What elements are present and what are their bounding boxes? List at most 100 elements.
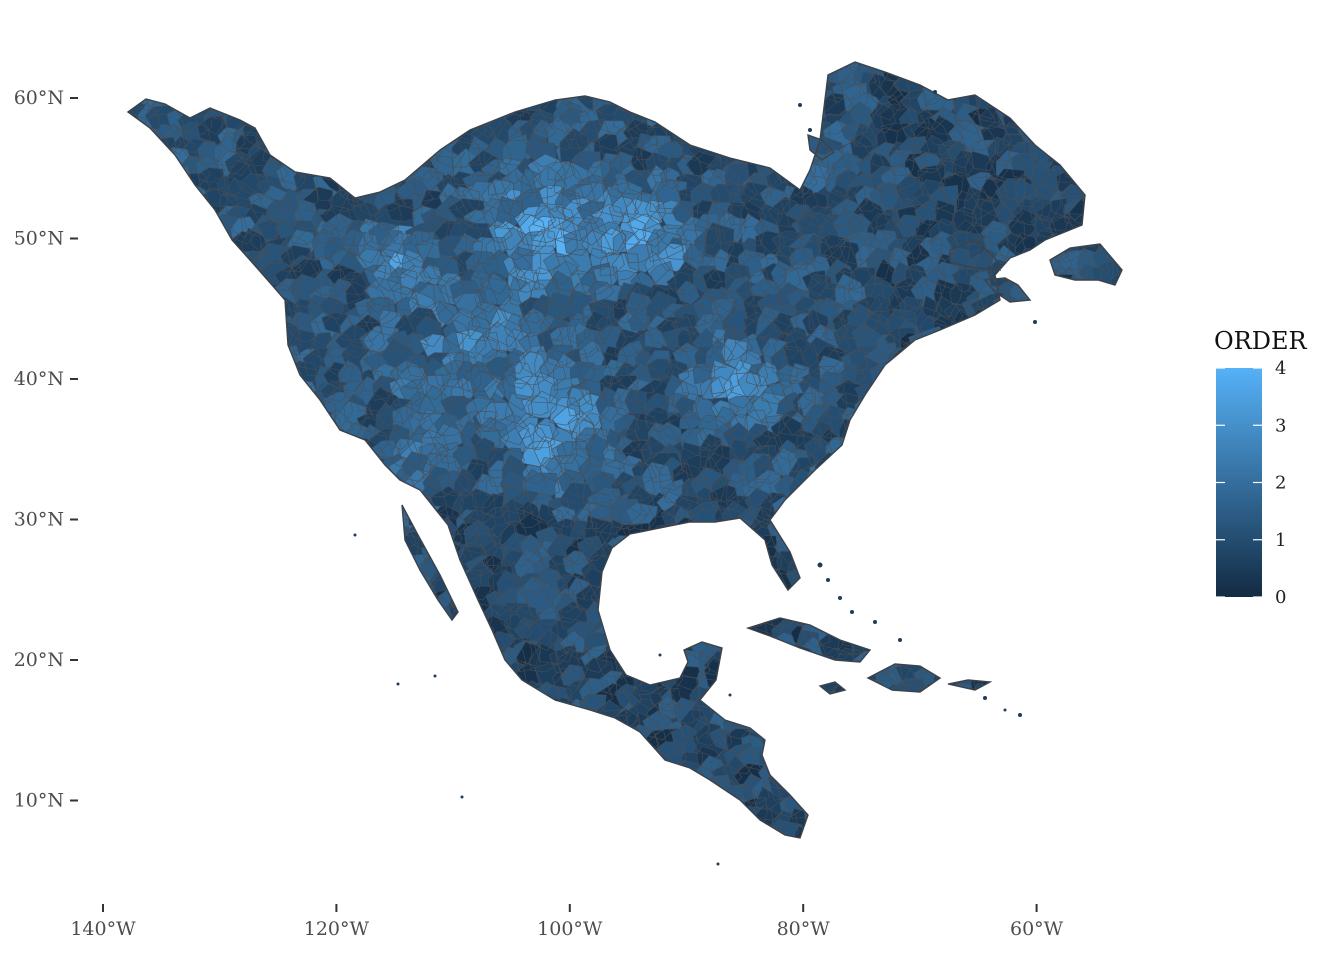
basin-polygon — [207, 709, 237, 735]
basin-polygon — [970, 392, 997, 420]
basin-polygon — [175, 796, 202, 823]
basin-outline — [1092, 140, 1120, 167]
basin-polygon — [1081, 524, 1105, 548]
basin-polygon — [295, 94, 330, 123]
basin-polygon — [264, 105, 296, 135]
basin-outline — [278, 69, 312, 101]
basin-polygon — [1088, 403, 1122, 436]
basin-polygon — [1081, 483, 1108, 510]
basin-polygon — [326, 600, 351, 629]
basin-polygon — [949, 397, 978, 424]
basin-polygon — [292, 651, 316, 680]
basin-outline — [301, 104, 333, 135]
basin-polygon — [1108, 303, 1122, 324]
basin-outline — [231, 440, 262, 472]
basin-outline — [419, 121, 446, 143]
basin-polygon — [274, 676, 308, 707]
basin-polygon — [182, 475, 213, 502]
basin-polygon — [1004, 784, 1027, 811]
basin-polygon — [562, 757, 590, 791]
basin-polygon — [129, 702, 161, 743]
basin-polygon — [1109, 383, 1122, 405]
basin-outline — [211, 323, 238, 353]
basin-outline — [195, 424, 221, 454]
basin-outline — [1042, 90, 1071, 120]
basin-polygon — [1107, 398, 1122, 422]
basin-outline — [216, 320, 237, 347]
basin-polygon — [1091, 166, 1121, 196]
basin-polygon — [738, 576, 764, 600]
basin-polygon — [1105, 728, 1122, 760]
basin-polygon — [194, 238, 223, 262]
basin-outline — [789, 62, 823, 91]
basin-polygon — [260, 798, 289, 824]
basin-polygon — [932, 332, 958, 359]
basin-polygon — [680, 62, 704, 66]
basin-polygon — [196, 661, 228, 693]
basin-polygon — [419, 667, 447, 700]
basin-outline — [1111, 166, 1122, 193]
basin-polygon — [171, 471, 197, 499]
basin-polygon — [495, 771, 528, 803]
basin-outline — [128, 173, 145, 195]
basin-outline — [230, 284, 261, 313]
basin-outline — [315, 71, 354, 110]
basin-polygon — [129, 758, 161, 792]
basin-polygon — [212, 425, 234, 448]
basin-polygon — [945, 62, 983, 90]
basin-outline — [917, 446, 945, 476]
basin-outline — [687, 88, 717, 120]
basin-outline — [1029, 458, 1055, 487]
basin-polygon — [995, 399, 1027, 435]
basin-outline — [163, 422, 196, 458]
basin-polygon — [997, 503, 1025, 531]
basin-outline — [294, 93, 330, 124]
basin-polygon — [144, 688, 173, 722]
basin-polygon — [274, 539, 300, 566]
basin-outline — [914, 62, 945, 87]
basin-polygon — [97, 819, 123, 849]
basin-outline — [193, 238, 224, 262]
basin-outline — [260, 367, 284, 389]
basin-polygon — [973, 374, 1001, 405]
basin-polygon — [302, 105, 333, 135]
basin-polygon — [128, 231, 148, 265]
basin-polygon — [236, 845, 259, 871]
basin-outline — [570, 62, 597, 71]
basin-outline — [1080, 131, 1103, 159]
basin-outline — [308, 431, 340, 459]
basin-polygon — [680, 823, 706, 838]
basin-polygon — [779, 62, 800, 64]
basin-polygon — [298, 135, 324, 159]
basin-polygon — [1016, 598, 1043, 625]
basin-outline — [1019, 343, 1043, 370]
basin-polygon — [293, 107, 319, 135]
basin-polygon — [475, 840, 502, 862]
basin-outline — [166, 333, 199, 360]
basin-outline — [1065, 292, 1091, 318]
basin-polygon — [872, 489, 900, 514]
basin-polygon — [200, 543, 224, 567]
basin-polygon — [277, 731, 313, 762]
basin-polygon — [221, 743, 260, 781]
basin-polygon — [1052, 392, 1085, 426]
basin-polygon — [227, 388, 254, 419]
basin-outline — [289, 387, 319, 425]
basin-polygon — [299, 680, 325, 709]
basin-polygon — [640, 795, 667, 821]
basin-polygon — [175, 314, 205, 341]
basin-polygon — [128, 429, 143, 457]
basin-outline — [1101, 461, 1122, 495]
basin-outline — [963, 62, 996, 84]
basin-polygon — [421, 775, 450, 807]
basin-polygon — [409, 768, 429, 789]
basin-outline — [136, 170, 161, 194]
basin-polygon — [480, 724, 514, 753]
basin-outline — [869, 62, 893, 67]
basin-outline — [1034, 62, 1061, 65]
basin-outline — [913, 379, 946, 412]
basin-polygon — [850, 758, 883, 786]
basin-outline — [251, 379, 274, 399]
basin-outline — [970, 391, 998, 421]
basin-outline — [181, 425, 210, 447]
